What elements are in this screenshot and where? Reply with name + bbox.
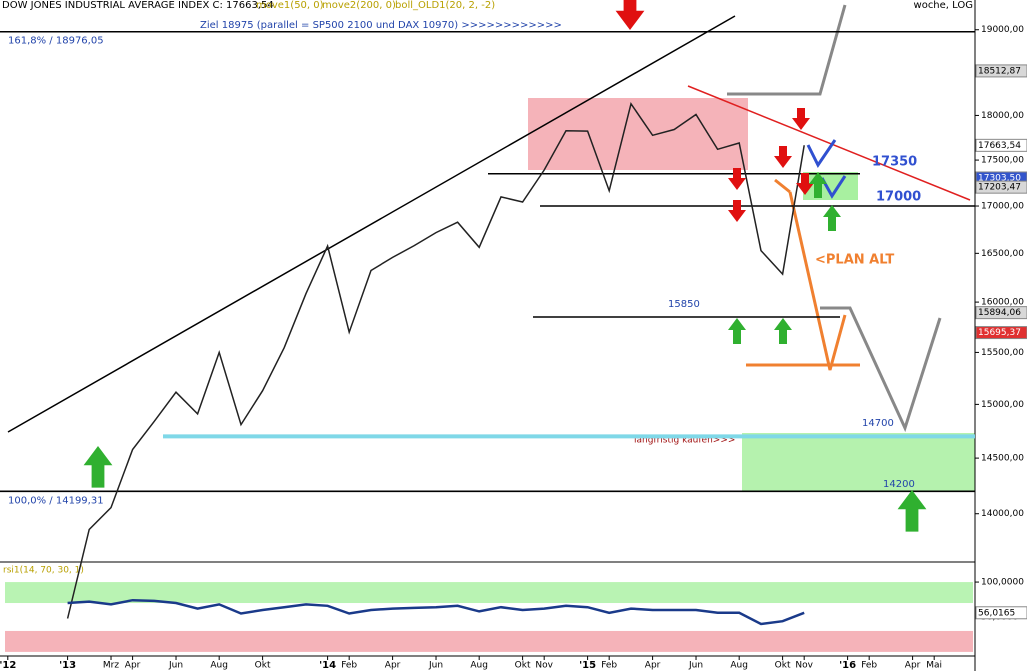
buy-zone (742, 433, 975, 491)
x-tick-label: Okt (255, 661, 271, 671)
y-tick-label: 16500,00 (981, 249, 1024, 259)
fib-label: 161,8% / 18976,05 (8, 36, 104, 47)
x-tick-label: Jun (168, 661, 183, 671)
plan-path (788, 191, 847, 371)
x-tick-label: Feb (341, 661, 357, 671)
indicator: move1(50, 0) (256, 0, 324, 11)
y-tick-label: 100,0000 (981, 578, 1024, 588)
level-label: 15850 (668, 299, 700, 310)
x-tick-label: Aug (210, 661, 228, 671)
projection (727, 4, 847, 96)
price-tag-label: 15695,37 (978, 328, 1021, 338)
y-tick-label: 16000,00 (981, 298, 1024, 308)
x-tick-label: '16 (839, 660, 856, 671)
up-arrow (809, 172, 827, 198)
y-tick-label: 14000,00 (981, 509, 1024, 519)
x-tick-label: Mai (926, 661, 942, 671)
x-tick-label: Jun (428, 661, 443, 671)
level-label: 14700 (862, 418, 894, 429)
x-tick-label: Jun (688, 661, 703, 671)
series-line (66, 102, 805, 619)
up-arrow (83, 446, 113, 488)
up-arrow (728, 318, 746, 344)
series-line (67, 598, 805, 626)
x-tick-label: Mrz (103, 661, 119, 671)
y-tick-label: 19000,00 (981, 25, 1024, 35)
x-tick-label: Aug (470, 661, 488, 671)
down-arrow (728, 200, 746, 222)
price-tag (975, 606, 1027, 620)
x-tick-label: '12 (0, 660, 16, 671)
target-note: Ziel 18975 (parallel = SP500 2100 und DA… (200, 20, 562, 31)
price-tag (975, 64, 1027, 78)
plan-path (774, 178, 791, 194)
y-tick-label: 18000,00 (981, 111, 1024, 121)
x-tick-label: '13 (59, 660, 76, 671)
trend-line (687, 85, 971, 201)
y-tick-label: 17500,00 (981, 156, 1024, 166)
x-tick-label: Apr (645, 661, 661, 671)
price-tag-label: 17663,54 (978, 141, 1021, 151)
up-arrow (823, 205, 841, 231)
x-tick-label: Okt (775, 661, 791, 671)
fib-label: 100,0% / 14199,31 (8, 495, 104, 506)
price-tag (975, 306, 1027, 320)
x-tick-label: Okt (515, 661, 531, 671)
price-tag-label: 18512,87 (978, 66, 1021, 76)
level-label: 14200 (883, 479, 915, 490)
x-tick-label: Nov (535, 661, 553, 671)
y-tick-label: 14500,00 (981, 454, 1024, 464)
rsi-title: rsi1(14, 70, 30, 1) (3, 566, 84, 576)
y-tick-label: 15500,00 (981, 348, 1024, 358)
down-arrow (774, 146, 792, 168)
indicator: move2(200, 0) (322, 0, 396, 11)
resistance-zone (528, 98, 748, 170)
plan-note: <PLAN ALT (815, 253, 894, 268)
x-tick-label: Apr (385, 661, 401, 671)
projection (820, 306, 942, 433)
rsi-oversold-band (5, 630, 973, 652)
price-tag-label: 17203,47 (978, 183, 1021, 193)
scale-note: woche, LOG (914, 0, 973, 11)
down-arrow (615, 0, 645, 30)
up-arrow (774, 318, 792, 344)
rsi-overbought-band (5, 582, 973, 604)
price-tag-label: 56,0165 (978, 608, 1015, 618)
x-tick-label: Feb (601, 661, 617, 671)
x-tick-label: Aug (730, 661, 748, 671)
buy-note: langfristig kaufen>>> (634, 436, 735, 446)
price-tag (975, 138, 1027, 152)
x-tick-label: Apr (905, 661, 921, 671)
chart-title: DOW JONES INDUSTRIAL AVERAGE INDEX C: 17… (2, 0, 274, 11)
x-tick-label: '14 (319, 660, 336, 671)
down-arrow (728, 168, 746, 190)
price-tag-label: 17303,50 (978, 173, 1021, 183)
up-arrow (897, 490, 927, 532)
y-tick-label: 15000,00 (981, 400, 1024, 410)
price-tag (975, 326, 1027, 340)
price-tag (975, 180, 1027, 194)
price-tag-label: 15894,06 (978, 308, 1021, 318)
x-tick-label: '15 (579, 660, 596, 671)
y-tick-label: 17000,00 (981, 202, 1024, 212)
indicator: boll_OLD1(20, 2, -2) (395, 0, 495, 11)
level-label: 17000 (876, 190, 921, 205)
zones (528, 98, 975, 491)
x-tick-label: Apr (125, 661, 141, 671)
x-tick-label: Feb (861, 661, 877, 671)
trend-line (7, 15, 736, 433)
down-arrow (796, 173, 814, 195)
v-mark (806, 139, 837, 168)
x-tick-label: Nov (795, 661, 813, 671)
level-label: 17350 (872, 155, 917, 170)
down-arrow (792, 108, 810, 130)
